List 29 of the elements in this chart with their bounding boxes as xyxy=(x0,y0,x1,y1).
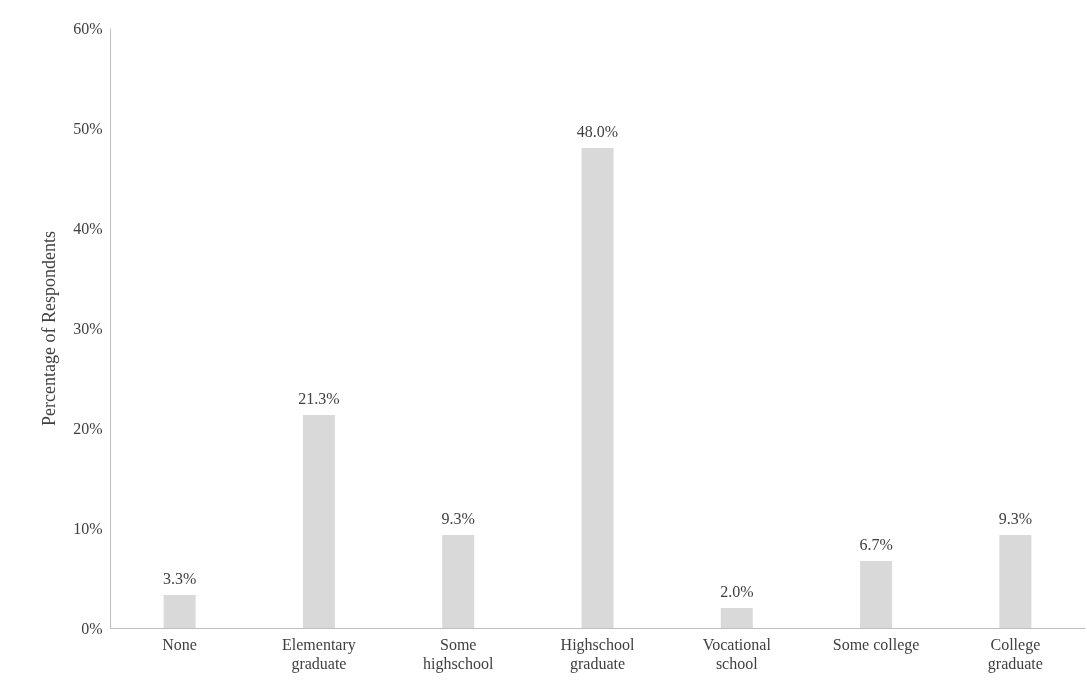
y-tick-label: 40% xyxy=(73,219,103,237)
bar xyxy=(302,415,335,628)
bar xyxy=(581,148,614,628)
x-tick-label: Some college xyxy=(832,635,920,654)
x-tick-label: Vocational school xyxy=(702,635,772,672)
y-tick-label: 60% xyxy=(73,19,103,37)
data-label: 9.3% xyxy=(441,510,475,527)
x-tick-label: Elementary graduate xyxy=(282,635,356,673)
y-axis-title: Percentage of Respondents xyxy=(39,231,60,426)
bar xyxy=(999,535,1032,628)
y-tick-label: 30% xyxy=(73,319,103,337)
x-tick-label: None xyxy=(162,635,197,653)
y-tick-label: 50% xyxy=(73,119,103,137)
data-label: 9.3% xyxy=(998,510,1033,527)
y-tick-label: 0% xyxy=(81,619,103,637)
bar xyxy=(442,535,475,628)
bar xyxy=(163,595,196,628)
data-label: 3.3% xyxy=(162,570,197,587)
data-label: 6.7% xyxy=(859,536,893,553)
y-tick-label: 20% xyxy=(73,419,103,437)
bar xyxy=(860,561,893,628)
y-tick-label: 10% xyxy=(73,519,103,537)
data-label: 48.0% xyxy=(576,123,619,140)
x-tick-label: Highschool graduate xyxy=(560,635,635,673)
x-tick-label: College graduate xyxy=(987,635,1043,673)
x-tick-label: Some highschool xyxy=(423,635,494,673)
data-label: 21.3% xyxy=(298,390,340,407)
bar xyxy=(720,608,753,628)
data-label: 2.0% xyxy=(720,583,754,600)
